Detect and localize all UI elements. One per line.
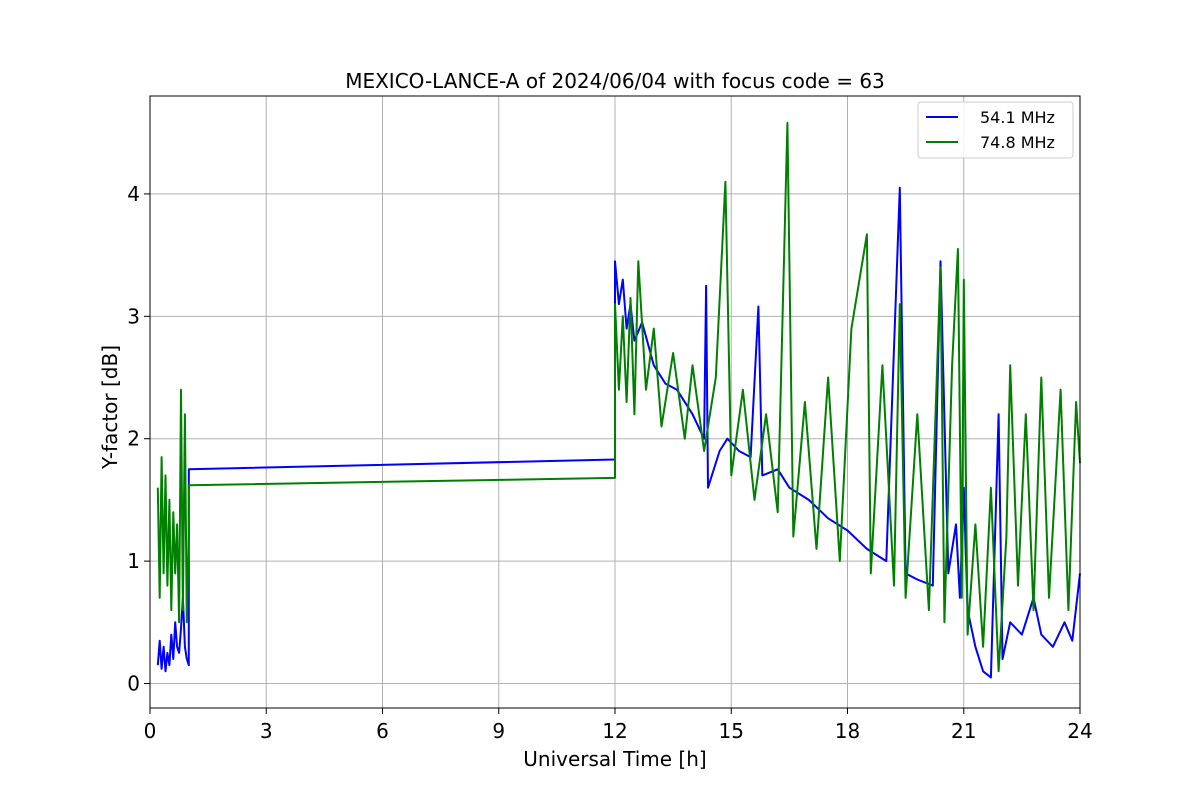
y-tick-label: 2 xyxy=(127,427,140,451)
chart-title: MEXICO-LANCE-A of 2024/06/04 with focus … xyxy=(345,69,885,93)
x-tick-label: 18 xyxy=(835,719,860,743)
x-axis-label: Universal Time [h] xyxy=(523,747,706,771)
x-tick-label: 6 xyxy=(376,719,389,743)
x-tick-label: 24 xyxy=(1067,719,1092,743)
legend: 54.1 MHz 74.8 MHz xyxy=(917,101,1074,159)
x-tick-label: 12 xyxy=(602,719,627,743)
series-layer xyxy=(156,121,1081,679)
series-line-2 xyxy=(156,121,1081,673)
legend-label-1: 54.1 MHz xyxy=(980,108,1055,127)
x-tick-label: 3 xyxy=(260,719,273,743)
legend-label-2: 74.8 MHz xyxy=(980,133,1055,152)
series-line-1 xyxy=(156,186,1081,679)
x-tick-label: 9 xyxy=(492,719,505,743)
x-tick-label: 15 xyxy=(719,719,744,743)
y-axis-label: Y-factor [dB] xyxy=(98,345,122,470)
y-tick-label: 1 xyxy=(127,549,140,573)
y-tick-label: 4 xyxy=(127,182,140,206)
x-tick-label: 21 xyxy=(951,719,976,743)
y-tick-label: 0 xyxy=(127,672,140,696)
y-tick-label: 3 xyxy=(127,304,140,328)
x-tick-label: 0 xyxy=(144,719,157,743)
